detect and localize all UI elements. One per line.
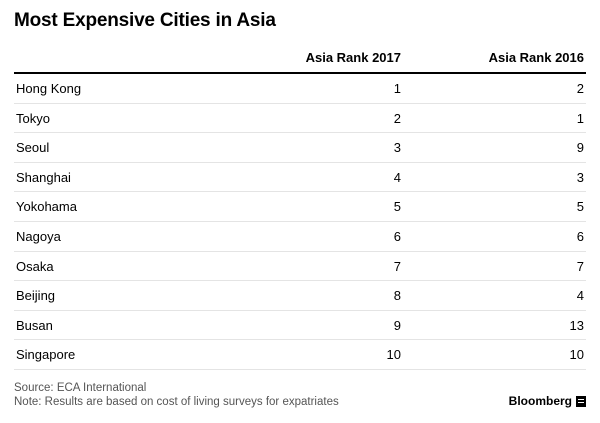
table-row: Nagoya 6 6: [14, 222, 586, 252]
source-text: Source: ECA International: [14, 382, 147, 394]
city-name: Osaka: [16, 258, 54, 274]
header-rank-2017: Asia Rank 2017: [305, 50, 401, 65]
rank-2016-value: 6: [576, 228, 584, 244]
city-name: Hong Kong: [16, 81, 82, 96]
rank-2016-value: 7: [576, 258, 584, 274]
table-row: Beijing 8 4: [14, 281, 586, 311]
city-name: Tokyo: [16, 110, 50, 126]
rank-table: Asia Rank 2017 Asia Rank 2016 Hong Kong 1…: [14, 50, 586, 370]
note-text: Note: Results are based on cost of livin…: [14, 396, 339, 408]
city-name: Yokohama: [16, 199, 77, 215]
table-row: Seoul 3 9: [14, 133, 586, 163]
footer-notes: Source: ECA International Note: Results …: [14, 381, 339, 409]
rank-2017-value: 8: [393, 288, 401, 304]
table-row: Yokohama 5 5: [14, 192, 586, 222]
table-row: Busan 9 13: [14, 311, 586, 341]
rank-2016-value: 2: [576, 81, 584, 96]
rank-2016-value: 1: [576, 110, 584, 126]
rank-2017-value: 6: [393, 228, 401, 244]
table-row: Osaka 7 7: [14, 252, 586, 282]
rank-2016-value: 9: [576, 140, 584, 156]
city-name: Beijing: [16, 288, 56, 304]
rank-2017-value: 9: [393, 317, 401, 333]
city-name: Seoul: [16, 140, 50, 156]
rank-2017-value: 1: [393, 81, 401, 96]
rank-2017-value: 10: [386, 347, 401, 363]
rank-2017-value: 2: [393, 110, 401, 126]
table-row: Shanghai 4 3: [14, 163, 586, 193]
bloomberg-mark-icon: [576, 395, 586, 407]
brand-name: Bloomberg: [508, 394, 572, 408]
table-row: Hong Kong 1 2: [14, 74, 586, 104]
table-row: Singapore 10 10: [14, 340, 586, 370]
header-rank-2016: Asia Rank 2016: [488, 50, 584, 65]
chart-title: Most Expensive Cities in Asia: [14, 10, 276, 31]
rank-2016-value: 4: [576, 288, 584, 304]
rank-2016-value: 3: [576, 169, 584, 185]
city-name: Busan: [16, 317, 53, 333]
rank-2017-value: 7: [393, 258, 401, 274]
rank-2017-value: 4: [393, 169, 401, 185]
rank-2016-value: 10: [569, 347, 584, 363]
city-name: Singapore: [16, 347, 76, 363]
table-body: Hong Kong 1 2 Tokyo 2 1 Seoul 3 9 Shanghai 4 3 Yokoh…: [14, 74, 586, 370]
city-name: Shanghai: [16, 169, 71, 185]
rank-2017-value: 5: [393, 199, 401, 215]
rank-2017-value: 3: [393, 140, 401, 156]
bloomberg-logo: Bloomberg: [509, 394, 586, 408]
table-header: Asia Rank 2017 Asia Rank 2016: [14, 50, 586, 74]
rank-2016-value: 5: [576, 199, 584, 215]
rank-2016-value: 13: [569, 317, 584, 333]
table-row: Tokyo 2 1: [14, 104, 586, 134]
city-name: Nagoya: [16, 228, 61, 244]
